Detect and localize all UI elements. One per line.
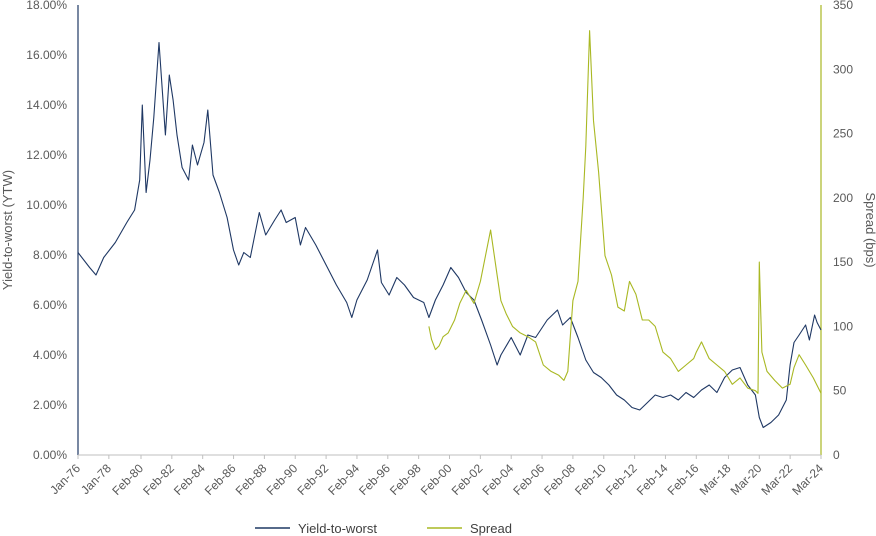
x-tick-label: Feb-88 [233, 461, 270, 498]
x-tick-label: Feb-96 [356, 461, 393, 498]
x-tick-label: Feb-16 [665, 461, 702, 498]
y-right-tick-label: 200 [833, 191, 853, 205]
y-left-tick-label: 6.00% [33, 298, 67, 312]
x-tick-label: Feb-10 [572, 461, 609, 498]
x-tick-label: Feb-86 [202, 461, 239, 498]
series-layer [77, 30, 822, 429]
series-line-yield-to-worst [77, 41, 822, 429]
x-tick-label: Feb-90 [264, 461, 301, 498]
y-left-tick-label: 10.00% [26, 198, 67, 212]
y-axis-right-title: Spread (bps) [863, 192, 876, 267]
y-right-tick-label: 350 [833, 0, 853, 12]
x-tick-label: Feb-00 [418, 461, 455, 498]
x-tick-label: Feb-06 [510, 461, 547, 498]
y-right-tick-label: 0 [833, 448, 840, 462]
y-left-tick-label: 18.00% [26, 0, 67, 12]
x-tick-label: Feb-08 [541, 461, 578, 498]
y-axis-right: 0 50 100 150 200 250 300 350 [820, 0, 853, 462]
x-tick-label: Mar-24 [789, 461, 826, 498]
x-tick-label: Feb-12 [603, 461, 640, 498]
x-tick-label: Feb-04 [480, 461, 517, 498]
y-right-tick-label: 250 [833, 127, 853, 141]
x-tick-label: Feb-92 [294, 461, 331, 498]
y-left-tick-label: 0.00% [33, 448, 67, 462]
y-left-tick-label: 2.00% [33, 398, 67, 412]
x-tick-label: Jan-78 [78, 461, 114, 497]
x-tick-label: Feb-80 [109, 461, 146, 498]
y-right-tick-label: 300 [833, 62, 853, 76]
x-axis: Jan-76Jan-78Feb-80Feb-82Feb-84Feb-86Feb-… [47, 454, 826, 498]
x-tick-label: Feb-82 [140, 461, 177, 498]
x-tick-label: Feb-02 [449, 461, 486, 498]
y-axis-left-title: Yield-to-worst (YTW) [0, 170, 15, 290]
x-tick-label: Mar-22 [758, 461, 795, 498]
x-tick-label: Feb-98 [387, 461, 424, 498]
x-tick-label: Feb-84 [171, 461, 208, 498]
y-left-tick-label: 14.00% [26, 98, 67, 112]
y-right-tick-label: 150 [833, 255, 853, 269]
x-tick-label: Jan-76 [47, 461, 83, 497]
y-left-tick-label: 12.00% [26, 148, 67, 162]
y-axis-left: 0.00% 2.00% 4.00% 6.00% 8.00% 10.00% 12.00% 14.… [26, 0, 79, 462]
y-right-tick-label: 100 [833, 319, 853, 333]
x-tick-label: Feb-14 [634, 461, 671, 498]
legend: Yield-to-worst Spread [255, 521, 512, 536]
legend-label-yield-to-worst: Yield-to-worst [298, 521, 377, 536]
y-left-tick-label: 8.00% [33, 248, 67, 262]
x-tick-label: Mar-18 [697, 461, 734, 498]
legend-label-spread: Spread [470, 521, 512, 536]
y-left-tick-label: 16.00% [26, 48, 67, 62]
x-tick-label: Mar-20 [728, 461, 765, 498]
y-right-tick-label: 50 [833, 384, 847, 398]
y-left-tick-label: 4.00% [33, 348, 67, 362]
series-line-spread [428, 30, 822, 394]
x-tick-label: Feb-94 [325, 461, 362, 498]
